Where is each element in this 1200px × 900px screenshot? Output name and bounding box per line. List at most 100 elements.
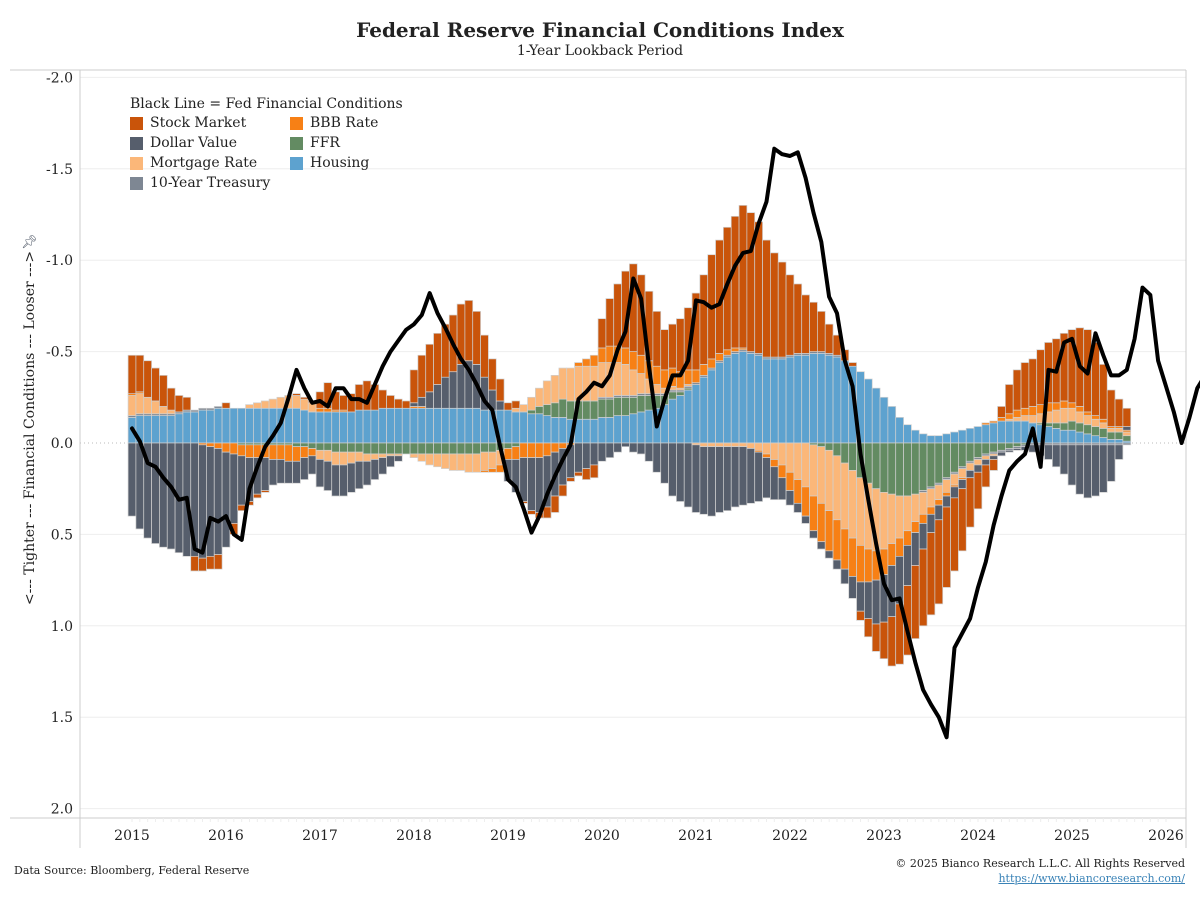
bar-segment-bbb-rate <box>636 354 646 374</box>
bar-segment-dollar-value <box>229 453 239 524</box>
bar-segment-mortgage-rate <box>1020 415 1030 422</box>
bar-segment-stock-market <box>503 402 513 411</box>
bar-segment-housing <box>864 378 873 444</box>
bar-segment-dollar-value <box>1122 426 1132 431</box>
bar-segment-housing <box>723 356 732 444</box>
bar-segment-ffr <box>535 406 544 415</box>
bar-segment-stock-market <box>159 375 168 407</box>
bar-segment-bbb-rate <box>300 446 309 458</box>
bar-segment-bbb-rate <box>519 442 528 458</box>
bar-segment-housing <box>629 413 638 444</box>
bar-segment-mortgage-rate <box>331 451 340 466</box>
bar-segment-stock-market <box>605 298 615 347</box>
x-tick-label: 2022 <box>772 828 808 844</box>
axes <box>10 69 1187 848</box>
bar-segment-housing <box>206 409 215 444</box>
bar-segment-stock-market <box>253 493 262 499</box>
bar-segment-bbb-rate <box>621 347 630 365</box>
bar-segment-ffr <box>558 398 568 418</box>
bar-segment-bbb-rate <box>832 519 842 561</box>
bar-segment-dollar-value <box>394 455 403 462</box>
bar-segment-mortgage-rate <box>699 442 709 448</box>
bar-segment-10-year-treasury <box>213 406 223 409</box>
pin-icon[interactable]: 📌︎ <box>21 235 38 250</box>
bar-segment-housing <box>300 409 309 444</box>
bar-segment-bbb-rate <box>511 446 521 460</box>
bar-segment-housing <box>362 409 372 444</box>
x-tick-label: 2021 <box>678 828 714 844</box>
bar-segment-dollar-value <box>1052 444 1061 468</box>
bar-segment-stock-market <box>378 389 387 409</box>
bar-segment-housing <box>159 415 168 444</box>
bar-segment-mortgage-rate <box>550 375 560 404</box>
legend-label: Mortgage Rate <box>150 155 258 171</box>
bar-segment-mortgage-rate <box>762 442 771 455</box>
stacked-bars <box>127 205 1132 667</box>
bar-segment-dollar-value <box>354 460 364 490</box>
bar-segment-ffr <box>895 442 904 497</box>
bar-segment-stock-market <box>942 506 951 588</box>
bar-segment-stock-market <box>738 205 748 349</box>
bar-segment-mortgage-rate <box>824 449 834 511</box>
bar-segment-stock-market <box>127 354 137 395</box>
bar-segment-mortgage-rate <box>754 442 763 451</box>
bar-segment-mortgage-rate <box>472 453 481 473</box>
bar-segment-ffr <box>918 442 928 491</box>
bar-segment-mortgage-rate <box>245 404 254 409</box>
bar-segment-dollar-value <box>276 459 286 484</box>
bar-segment-stock-market <box>754 221 763 354</box>
bar-segment-mortgage-rate <box>809 444 818 497</box>
bar-segment-bbb-rate <box>793 479 803 504</box>
bar-segment-dollar-value <box>589 442 599 466</box>
bar-segment-dollar-value <box>362 460 372 486</box>
bar-segment-housing <box>926 435 936 444</box>
bar-segment-mortgage-rate <box>1028 415 1038 424</box>
bar-segment-housing <box>448 407 458 444</box>
bar-segment-stock-market <box>1012 369 1022 411</box>
bar-segment-housing <box>644 409 654 444</box>
bar-segment-stock-market <box>566 477 575 482</box>
bar-segment-ffr <box>605 398 615 418</box>
bar-segment-stock-market <box>965 477 975 528</box>
bar-segment-ffr <box>425 442 434 455</box>
bar-segment-mortgage-rate <box>159 406 168 415</box>
y-tick-label: -2.0 <box>46 70 73 86</box>
bar-segment-mortgage-rate <box>253 402 262 409</box>
bar-segment-housing <box>292 407 301 444</box>
bar-segment-stock-market <box>582 468 591 480</box>
bar-segment-stock-market <box>848 362 857 367</box>
bar-segment-dollar-value <box>292 460 301 484</box>
bar-segment-stock-market <box>989 459 998 471</box>
bar-segment-dollar-value <box>307 455 317 475</box>
bar-segment-bbb-rate <box>589 354 599 367</box>
bar-segment-mortgage-rate <box>135 393 145 415</box>
legend: Black Line = Fed Financial Conditions St… <box>130 96 430 193</box>
bar-segment-mortgage-rate <box>362 453 372 462</box>
bar-segment-stock-market <box>926 532 936 616</box>
bar-segment-mortgage-rate <box>958 468 967 479</box>
bar-segment-mortgage-rate <box>558 367 568 400</box>
bar-segment-ffr <box>926 442 936 488</box>
bar-segment-stock-market <box>166 387 176 411</box>
bar-segment-housing <box>824 354 834 444</box>
bar-segment-10-year-treasury <box>206 407 215 411</box>
bar-segment-ffr <box>887 442 897 495</box>
y-tick-label: -1.5 <box>46 162 73 178</box>
bar-segment-housing <box>331 411 340 444</box>
bar-segment-dollar-value <box>456 364 466 409</box>
bar-segment-ffr <box>942 442 951 479</box>
bar-segment-housing <box>190 411 199 444</box>
website-link[interactable]: https://www.biancoresearch.com/ <box>998 872 1185 885</box>
bar-segment-dollar-value <box>832 559 842 570</box>
bar-segment-bbb-rate <box>292 446 301 462</box>
bar-segment-housing <box>182 411 192 444</box>
legend-swatch <box>290 116 303 130</box>
bar-segment-ffr <box>566 400 575 420</box>
bar-segment-dollar-value <box>409 402 419 407</box>
bar-segment-dollar-value <box>691 444 701 513</box>
bar-segment-stock-market <box>613 283 622 347</box>
bar-segment-dollar-value <box>629 442 638 453</box>
bar-segment-housing <box>323 411 333 444</box>
bar-segment-dollar-value <box>676 442 685 502</box>
bar-segment-bbb-rate <box>527 442 536 458</box>
